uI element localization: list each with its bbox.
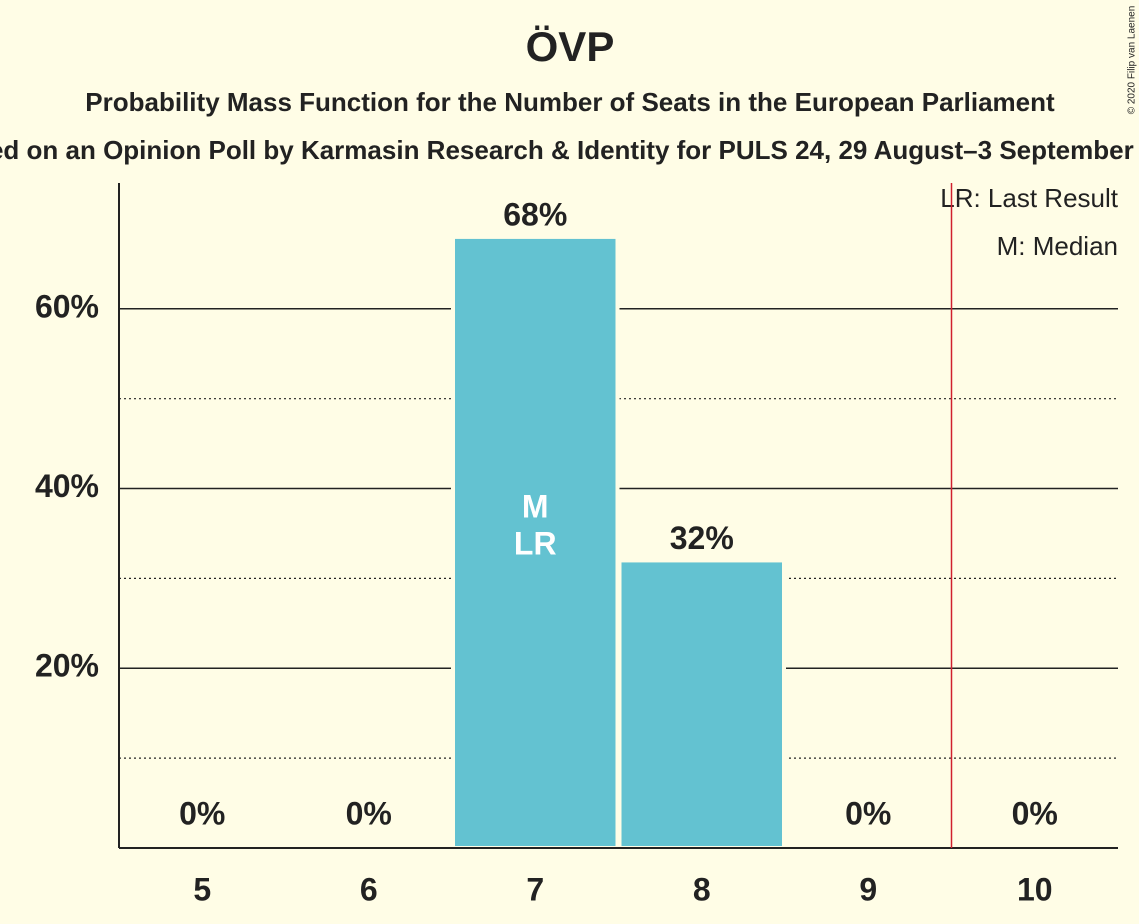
value-label: 0% <box>179 795 225 831</box>
x-tick-label: 10 <box>1017 871 1053 907</box>
last-result-marker: LR <box>514 525 557 561</box>
x-tick-label: 6 <box>360 871 378 907</box>
copyright: © 2020 Filip van Laenen <box>1127 6 1138 115</box>
chart-subtitle: Based on an Opinion Poll by Karmasin Res… <box>0 135 1139 165</box>
value-label: 68% <box>503 196 567 232</box>
y-tick-label: 20% <box>35 648 99 684</box>
value-label: 32% <box>670 520 734 556</box>
x-tick-label: 7 <box>526 871 544 907</box>
x-tick-label: 8 <box>693 871 711 907</box>
plot-area: 20%40%60%50%60%768%832%90%100%MLR <box>35 183 1118 907</box>
median-marker: M <box>522 488 549 524</box>
x-tick-label: 5 <box>193 871 211 907</box>
value-label: 0% <box>346 795 392 831</box>
legend-entry: M: Median <box>997 231 1118 261</box>
y-tick-label: 40% <box>35 468 99 504</box>
bar <box>451 234 620 850</box>
legend-entry: LR: Last Result <box>940 183 1119 213</box>
chart-subtitle: Probability Mass Function for the Number… <box>85 87 1055 117</box>
bar <box>617 558 786 850</box>
y-tick-label: 60% <box>35 288 99 324</box>
value-label: 0% <box>845 795 891 831</box>
x-tick-label: 9 <box>859 871 877 907</box>
chart-title: ÖVP <box>526 23 615 70</box>
value-label: 0% <box>1012 795 1058 831</box>
